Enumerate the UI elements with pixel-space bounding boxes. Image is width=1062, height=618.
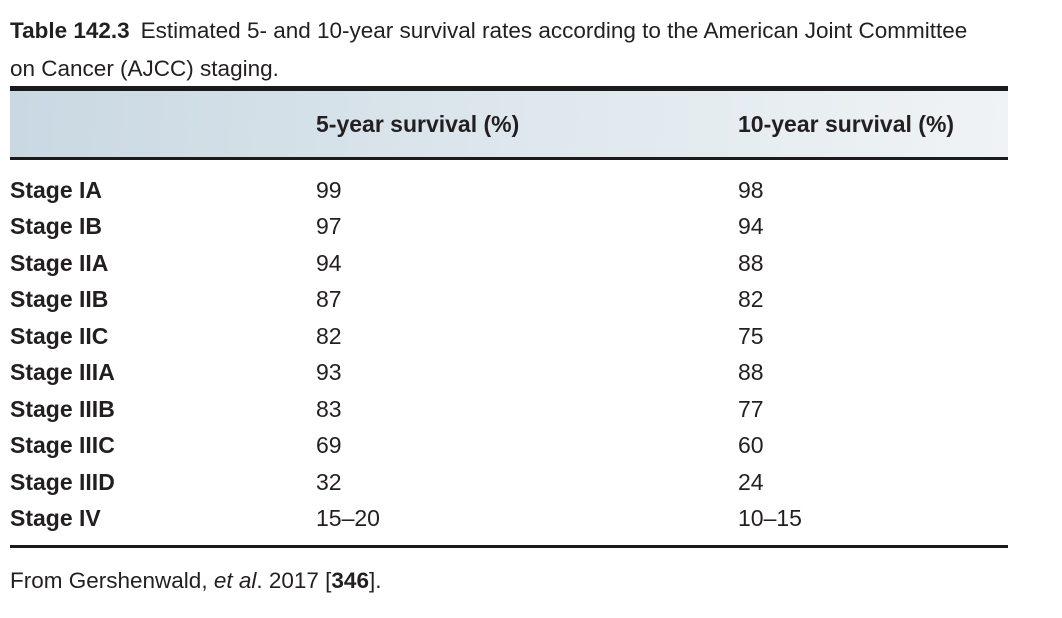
table-row: Stage IIID 32 24 [10,464,1008,501]
source-et-al: et al [213,568,257,593]
table-row: Stage IIB 87 82 [10,282,1008,319]
row-stage-label: Stage IA [10,176,103,203]
row-5yr-value: 32 [316,468,342,495]
row-5yr-value: 15–20 [316,505,380,532]
row-10yr-value: 82 [738,286,764,313]
row-stage-label: Stage IIC [10,322,109,349]
table-caption-number: Table 142.3 [10,18,130,43]
survival-table: 5-year survival (%) 10-year survival (%)… [10,86,1008,548]
row-stage-label: Stage IIB [10,286,109,313]
row-10yr-value: 24 [738,468,764,495]
source-prefix: From Gershenwald, [10,568,214,593]
header-10-year-survival: 10-year survival (%) [738,110,955,137]
table-body: Stage IA 99 98 Stage IB 97 94 Stage IIA … [10,160,1008,537]
table-caption: Table 142.3 Estimated 5- and 10-year surv… [10,12,990,88]
row-10yr-value: 98 [738,176,764,203]
row-5yr-value: 93 [316,359,342,386]
source-note: From Gershenwald, et al. 2017 [346]. [10,564,381,598]
table-caption-text: Estimated 5- and 10-year survival rates … [10,18,968,81]
row-5yr-value: 87 [316,286,342,313]
row-stage-label: Stage IV [10,505,101,532]
row-10yr-value: 88 [738,249,764,276]
table-row: Stage IIIC 69 60 [10,428,1008,465]
table-row: Stage IA 99 98 [10,172,1008,209]
source-suffix: ]. [368,568,382,593]
table-bottom-rule [10,545,1008,548]
row-5yr-value: 69 [316,432,342,459]
row-10yr-value: 77 [738,395,764,422]
source-middle: . 2017 [ [256,568,332,593]
row-10yr-value: 60 [738,432,764,459]
table-row: Stage IIIB 83 77 [10,391,1008,428]
row-5yr-value: 83 [316,395,342,422]
table-header-row: 5-year survival (%) 10-year survival (%) [10,86,1008,160]
table-row: Stage IIA 94 88 [10,245,1008,282]
row-stage-label: Stage IIIC [10,432,115,459]
table-row: Stage IIC 82 75 [10,318,1008,355]
row-stage-label: Stage IIID [10,468,115,495]
row-stage-label: Stage IB [10,213,103,240]
row-10yr-value: 10–15 [738,505,802,532]
table-row: Stage IV 15–20 10–15 [10,501,1008,538]
row-5yr-value: 94 [316,249,342,276]
row-5yr-value: 97 [316,213,342,240]
table-row: Stage IIIA 93 88 [10,355,1008,392]
row-stage-label: Stage IIIB [10,395,115,422]
row-10yr-value: 94 [738,213,764,240]
row-5yr-value: 99 [316,176,342,203]
header-5-year-survival: 5-year survival (%) [316,110,520,137]
row-stage-label: Stage IIIA [10,359,115,386]
source-reference-number: 346 [331,568,369,593]
row-10yr-value: 75 [738,322,764,349]
row-5yr-value: 82 [316,322,342,349]
row-10yr-value: 88 [738,359,764,386]
table-row: Stage IB 97 94 [10,209,1008,246]
row-stage-label: Stage IIA [10,249,109,276]
